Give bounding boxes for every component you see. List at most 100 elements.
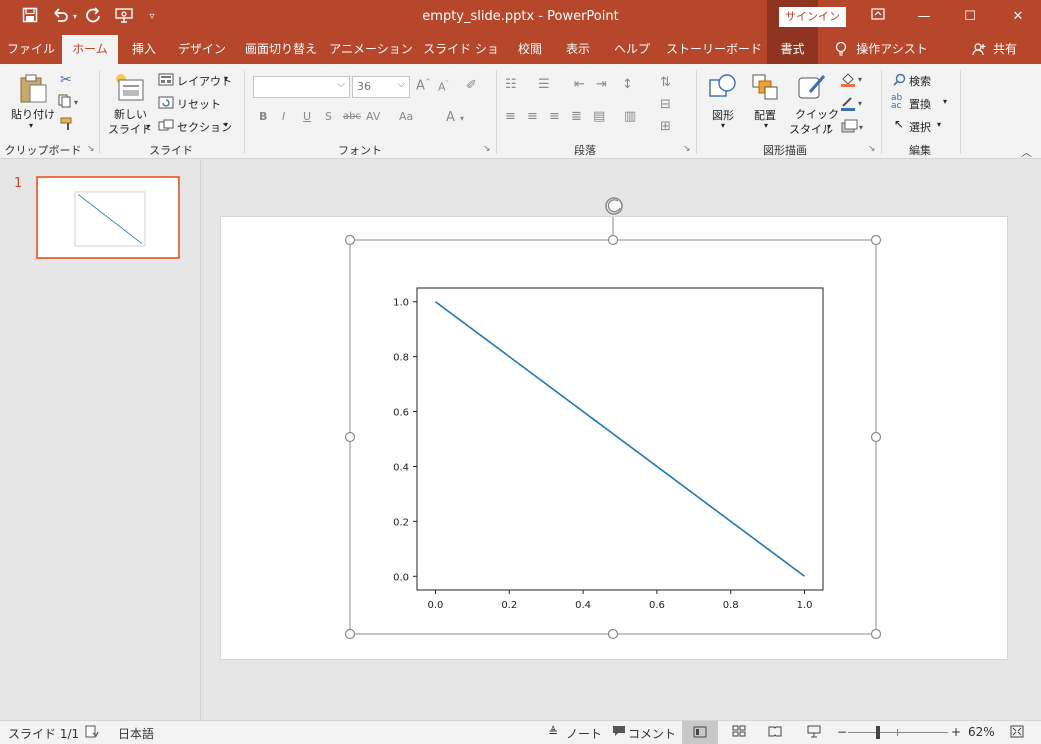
resize-handle-ne[interactable] [870,234,882,246]
replace-icon[interactable]: ab ac [891,93,903,111]
quick-styles-label-2[interactable]: スタイル [789,123,833,136]
new-slide-label-2[interactable]: スライド [108,123,152,136]
paste-icon[interactable] [17,72,49,103]
arrange-button[interactable]: 配置 [754,109,776,122]
quick-styles-label-1[interactable]: クイック [795,108,839,121]
font-color-button[interactable]: A [446,110,455,125]
align-right-icon[interactable]: ≡ [549,109,560,124]
tab-animations[interactable]: アニメーション [329,42,413,56]
cut-icon[interactable]: ✂ [60,72,72,88]
columns-icon[interactable]: ▥ [624,109,637,124]
tab-help[interactable]: ヘルプ [613,42,650,56]
resize-handle-sw[interactable] [344,628,356,640]
new-slide-label-1[interactable]: 新しい [114,108,147,121]
change-case-button[interactable]: Aa [399,110,414,123]
search-icon[interactable] [893,73,906,89]
shape-effects-icon[interactable]: ▾ [840,119,866,138]
minimize-icon[interactable]: — [917,9,931,24]
zoom-in-button[interactable]: + [951,725,962,739]
slide-thumbnail[interactable] [36,176,180,259]
font-name-combobox[interactable]: ⌵ [253,76,350,98]
shadow-button[interactable]: S [325,110,332,123]
notes-icon[interactable]: ≜ [548,725,559,739]
customize-qat-icon[interactable]: ▿ [149,11,155,22]
drawing-launcher-icon[interactable]: ↘ [868,144,876,154]
italic-button[interactable]: I [282,110,286,123]
share-icon[interactable] [970,35,988,64]
section-icon[interactable] [158,119,174,135]
character-spacing-button[interactable]: AV [366,110,381,123]
tab-format[interactable]: 書式 [767,35,818,64]
paragraph-launcher-icon[interactable]: ↘ [683,144,691,154]
chart-object[interactable]: 0.0 0.2 0.4 0.6 0.8 1.0 0.0 0.2 0.4 0.6 0.8 1.0 [0,0,1041,720]
paste-button[interactable]: 貼り付け [11,108,55,121]
bold-button[interactable]: B [259,110,268,123]
select-button[interactable]: 選択 [909,121,931,134]
maximize-icon[interactable]: ☐ [964,9,976,24]
grow-font-icon[interactable]: A^ [416,78,431,94]
collapse-ribbon-icon[interactable]: ︿ [1021,146,1032,159]
clipboard-launcher-icon[interactable]: ↘ [87,144,95,154]
format-painter-icon[interactable] [60,117,76,134]
comments-button[interactable]: コメント [628,727,677,741]
font-launcher-icon[interactable]: ↘ [483,144,491,154]
line-spacing-icon[interactable]: ↕ [622,77,633,92]
copy-icon[interactable]: ▾ [58,94,82,111]
resize-handle-e[interactable] [870,431,882,443]
select-cursor-icon[interactable]: ↖ [894,117,905,131]
font-size-combobox[interactable]: 36 ⌵ [352,76,410,98]
resize-handle-s[interactable] [607,628,619,640]
signin-button[interactable]: サインイン [779,7,846,27]
rotate-handle[interactable] [605,197,623,215]
align-text-icon[interactable]: ⊟ [660,97,671,112]
new-slide-icon[interactable] [113,72,145,102]
shape-outline-icon[interactable]: ▾ [840,95,866,114]
quick-styles-icon[interactable] [796,72,828,102]
comments-icon[interactable] [612,725,626,740]
redo-icon[interactable] [84,7,104,28]
replace-button[interactable]: 置換 [909,98,931,111]
slide-sorter-icon[interactable] [732,725,746,740]
undo-dropdown-icon[interactable]: ▾ [72,12,77,21]
tab-file[interactable]: ファイル [6,42,55,56]
undo-icon[interactable] [51,7,71,28]
normal-view-button[interactable] [682,721,718,744]
shapes-button[interactable]: 図形 [712,109,734,122]
zoom-slider-thumb[interactable] [876,726,881,739]
resize-handle-w[interactable] [344,431,356,443]
font-color-dropdown-icon[interactable]: ▾ [460,114,465,123]
justify-icon[interactable]: ≣ [571,109,582,124]
resize-handle-se[interactable] [870,628,882,640]
increase-indent-icon[interactable]: ⇥ [596,77,607,92]
paste-dropdown-icon[interactable]: ▾ [29,121,34,130]
ribbon-display-icon[interactable] [855,0,901,33]
clear-formatting-icon[interactable]: ✐ [466,78,477,93]
numbering-icon[interactable]: ☰ [538,77,550,92]
new-slide-dropdown-icon[interactable]: ▾ [146,122,151,131]
save-icon[interactable] [20,7,40,28]
strikethrough-button[interactable]: abc [343,111,361,122]
section-dropdown-icon[interactable]: ▾ [224,120,229,129]
smartart-icon[interactable]: ⊞ [660,119,671,134]
zoom-out-button[interactable]: − [837,725,848,739]
bullets-icon[interactable]: ☷ [505,77,517,92]
tab-view[interactable]: 表示 [565,42,590,56]
close-icon[interactable]: ✕ [1012,9,1024,24]
share-button[interactable]: 共有 [992,42,1017,56]
layout-button[interactable]: レイアウト [177,75,232,88]
shrink-font-icon[interactable]: Aˇ [438,80,450,94]
select-dropdown-icon[interactable]: ▾ [937,120,942,129]
zoom-slider[interactable] [848,726,948,739]
zoom-level[interactable]: 62% [968,725,995,739]
text-direction-icon[interactable]: ⇅ [660,75,671,90]
layout-icon[interactable] [158,73,174,89]
tell-me-input[interactable]: 操作アシスト [856,42,928,56]
align-left-icon[interactable]: ≡ [505,109,516,124]
resize-handle-nw[interactable] [344,234,356,246]
tell-me-icon[interactable] [830,35,852,64]
arrange-dropdown-icon[interactable]: ▾ [764,121,769,130]
tab-insert[interactable]: 挿入 [131,42,156,56]
shapes-icon[interactable] [707,72,739,102]
present-icon[interactable] [114,7,134,28]
section-button[interactable]: セクション [177,121,232,134]
